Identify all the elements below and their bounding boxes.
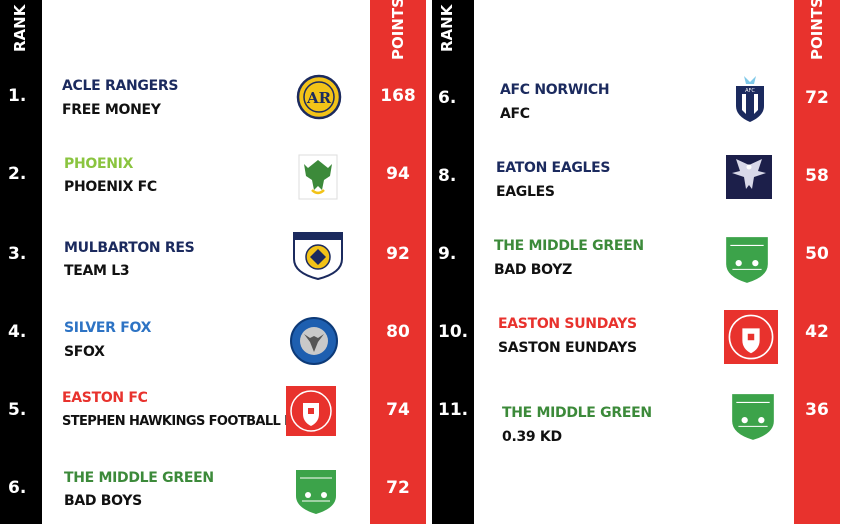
points-value: 36 xyxy=(805,400,829,420)
points-value: 50 xyxy=(805,244,829,264)
svg-text:AR: AR xyxy=(306,89,332,107)
middle-green-badge-icon xyxy=(296,470,336,514)
points-value: 94 xyxy=(386,164,410,184)
middle-green-badge-icon xyxy=(726,237,768,283)
easton-badge-icon xyxy=(286,386,336,436)
manager-name: BAD BOYZ xyxy=(494,262,572,278)
rank-number: 9. xyxy=(438,244,457,264)
points-value: 92 xyxy=(386,244,410,264)
team-name: THE MIDDLE GREEN xyxy=(502,405,652,421)
team-name: EASTON FC xyxy=(62,390,148,406)
silver-fox-badge-icon xyxy=(290,317,338,365)
points-header: POINTS xyxy=(389,0,407,60)
points-value: 42 xyxy=(805,322,829,342)
manager-name: SASTON EUNDAYS xyxy=(498,340,637,356)
svg-text:AFC: AFC xyxy=(745,88,755,94)
team-name: ACLE RANGERS xyxy=(62,78,179,94)
points-column-bar xyxy=(370,0,426,524)
manager-name: EAGLES xyxy=(496,184,555,200)
eagle-badge-icon xyxy=(726,155,772,199)
rank-column-bar xyxy=(432,0,474,524)
manager-name: STEPHEN HAWKINGS FOOTBALL BOOTS xyxy=(62,414,332,429)
manager-name: PHOENIX FC xyxy=(64,179,157,195)
phoenix-badge-icon xyxy=(298,154,338,200)
points-value: 72 xyxy=(386,478,410,498)
rank-header: RANK xyxy=(11,4,29,52)
rank-number: 11. xyxy=(438,400,469,420)
team-name: THE MIDDLE GREEN xyxy=(64,470,214,486)
team-name: MULBARTON RES xyxy=(64,240,195,256)
rank-number: 4. xyxy=(8,322,27,342)
middle-green-badge-icon xyxy=(732,394,774,440)
rank-column-bar xyxy=(0,0,42,524)
rank-number: 2. xyxy=(8,164,27,184)
ar-badge-icon: AR xyxy=(296,74,342,120)
manager-name: SFOX xyxy=(64,344,105,360)
points-value: 168 xyxy=(380,86,416,106)
rank-number: 5. xyxy=(8,400,27,420)
manager-name: BAD BOYS xyxy=(64,493,142,509)
team-name: EASTON SUNDAYS xyxy=(498,316,637,332)
afc-norwich-badge-icon: AFC xyxy=(736,76,764,122)
rank-header: RANK xyxy=(438,4,456,52)
column-divider xyxy=(426,0,432,524)
rank-number: 3. xyxy=(8,244,27,264)
team-name: SILVER FOX xyxy=(64,320,152,336)
points-value: 72 xyxy=(805,88,829,108)
rank-number: 8. xyxy=(438,166,457,186)
team-name: AFC NORWICH xyxy=(500,82,610,98)
points-header: POINTS xyxy=(808,0,826,60)
points-value: 80 xyxy=(386,322,410,342)
team-name: PHOENIX xyxy=(64,156,134,172)
rank-number: 1. xyxy=(8,86,27,106)
manager-name: AFC xyxy=(500,106,530,122)
pride-of-norfolk-badge-icon xyxy=(293,232,343,281)
points-value: 58 xyxy=(805,166,829,186)
rank-number: 10. xyxy=(438,322,469,342)
manager-name: FREE MONEY xyxy=(62,102,161,118)
easton-badge-icon xyxy=(724,310,778,364)
rank-number: 6. xyxy=(8,478,27,498)
team-name: EATON EAGLES xyxy=(496,160,611,176)
rank-number: 6. xyxy=(438,88,457,108)
team-name: THE MIDDLE GREEN xyxy=(494,238,644,254)
points-value: 74 xyxy=(386,400,410,420)
manager-name: 0.39 KD xyxy=(502,429,562,445)
manager-name: TEAM L3 xyxy=(64,263,130,279)
points-column-bar xyxy=(794,0,840,524)
